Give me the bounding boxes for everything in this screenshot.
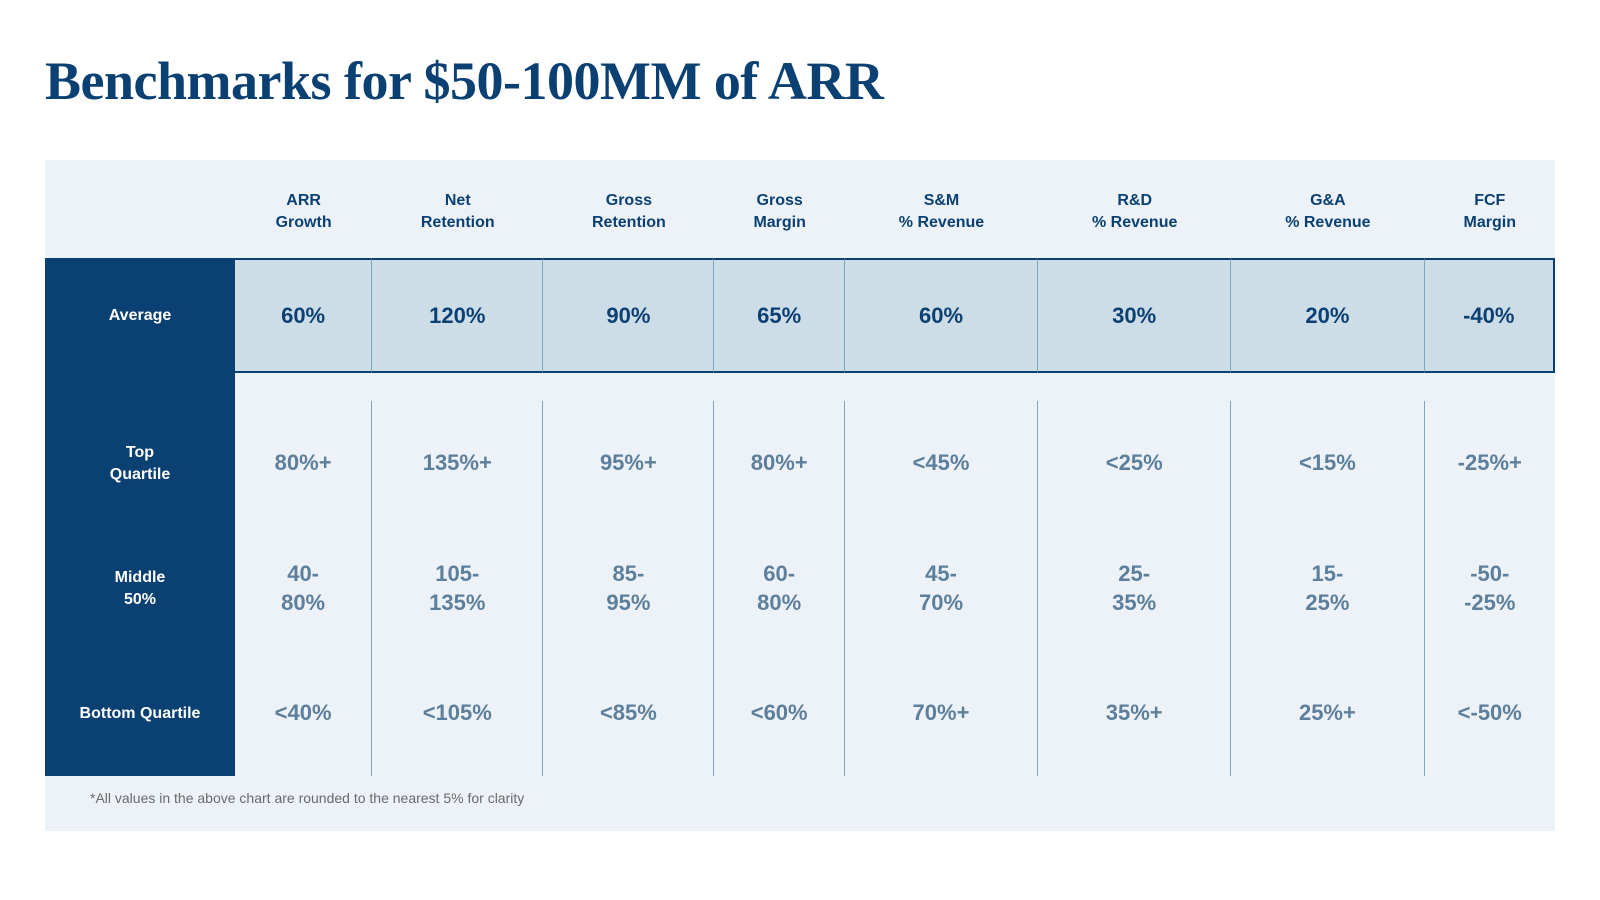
col-header: NetRetention — [372, 170, 543, 258]
cell: 60-80% — [714, 526, 844, 651]
cell: 95%+ — [543, 401, 714, 526]
cell: <105% — [372, 651, 543, 776]
cell: 120% — [372, 258, 543, 373]
table-header-row: ARRGrowth NetRetention GrossRetention Gr… — [45, 170, 1555, 258]
cell: 65% — [714, 258, 844, 373]
cell: <25% — [1038, 401, 1231, 526]
cell: 25-35% — [1038, 526, 1231, 651]
table-row-middle-50: Middle50% 40-80% 105-135% 85-95% 60-80% … — [45, 526, 1555, 651]
cell: <40% — [235, 651, 372, 776]
cell: 25%+ — [1231, 651, 1424, 776]
cell: 30% — [1038, 258, 1231, 373]
row-label-bottom-quartile: Bottom Quartile — [45, 651, 235, 776]
page-title: Benchmarks for $50-100MM of ARR — [45, 50, 1555, 112]
col-header: S&M% Revenue — [845, 170, 1038, 258]
cell: <60% — [714, 651, 844, 776]
cell: 135%+ — [372, 401, 543, 526]
cell: <-50% — [1425, 651, 1556, 776]
table-row-top-quartile: TopQuartile 80%+ 135%+ 95%+ 80%+ <45% <2… — [45, 401, 1555, 526]
header-blank — [45, 170, 235, 258]
cell: 35%+ — [1038, 651, 1231, 776]
cell: 45-70% — [845, 526, 1038, 651]
footnote: *All values in the above chart are round… — [45, 776, 1555, 806]
cell: 80%+ — [235, 401, 372, 526]
cell: 60% — [235, 258, 372, 373]
cell: 70%+ — [845, 651, 1038, 776]
cell: <15% — [1231, 401, 1424, 526]
col-header: GrossRetention — [543, 170, 714, 258]
table-row-average: Average 60% 120% 90% 65% 60% 30% 20% -40… — [45, 258, 1555, 373]
cell: 90% — [543, 258, 714, 373]
col-header: R&D% Revenue — [1038, 170, 1231, 258]
col-header: GrossMargin — [714, 170, 844, 258]
row-label-average: Average — [45, 258, 235, 373]
cell: <85% — [543, 651, 714, 776]
row-label-middle-50: Middle50% — [45, 526, 235, 651]
cell: 85-95% — [543, 526, 714, 651]
cell: 40-80% — [235, 526, 372, 651]
cell: <45% — [845, 401, 1038, 526]
cell: 80%+ — [714, 401, 844, 526]
col-header: FCFMargin — [1425, 170, 1556, 258]
row-label-spacer — [45, 373, 235, 401]
row-label-top-quartile: TopQuartile — [45, 401, 235, 526]
benchmark-table-wrapper: ARRGrowth NetRetention GrossRetention Gr… — [45, 160, 1555, 831]
benchmark-table: ARRGrowth NetRetention GrossRetention Gr… — [45, 170, 1555, 776]
cell: -40% — [1425, 258, 1556, 373]
cell: -25%+ — [1425, 401, 1556, 526]
cell: 105-135% — [372, 526, 543, 651]
spacer-cell — [235, 373, 1555, 401]
col-header: G&A% Revenue — [1231, 170, 1424, 258]
cell: 60% — [845, 258, 1038, 373]
table-spacer-row — [45, 373, 1555, 401]
cell: -50--25% — [1425, 526, 1556, 651]
cell: 15-25% — [1231, 526, 1424, 651]
col-header: ARRGrowth — [235, 170, 372, 258]
table-row-bottom-quartile: Bottom Quartile <40% <105% <85% <60% 70%… — [45, 651, 1555, 776]
cell: 20% — [1231, 258, 1424, 373]
